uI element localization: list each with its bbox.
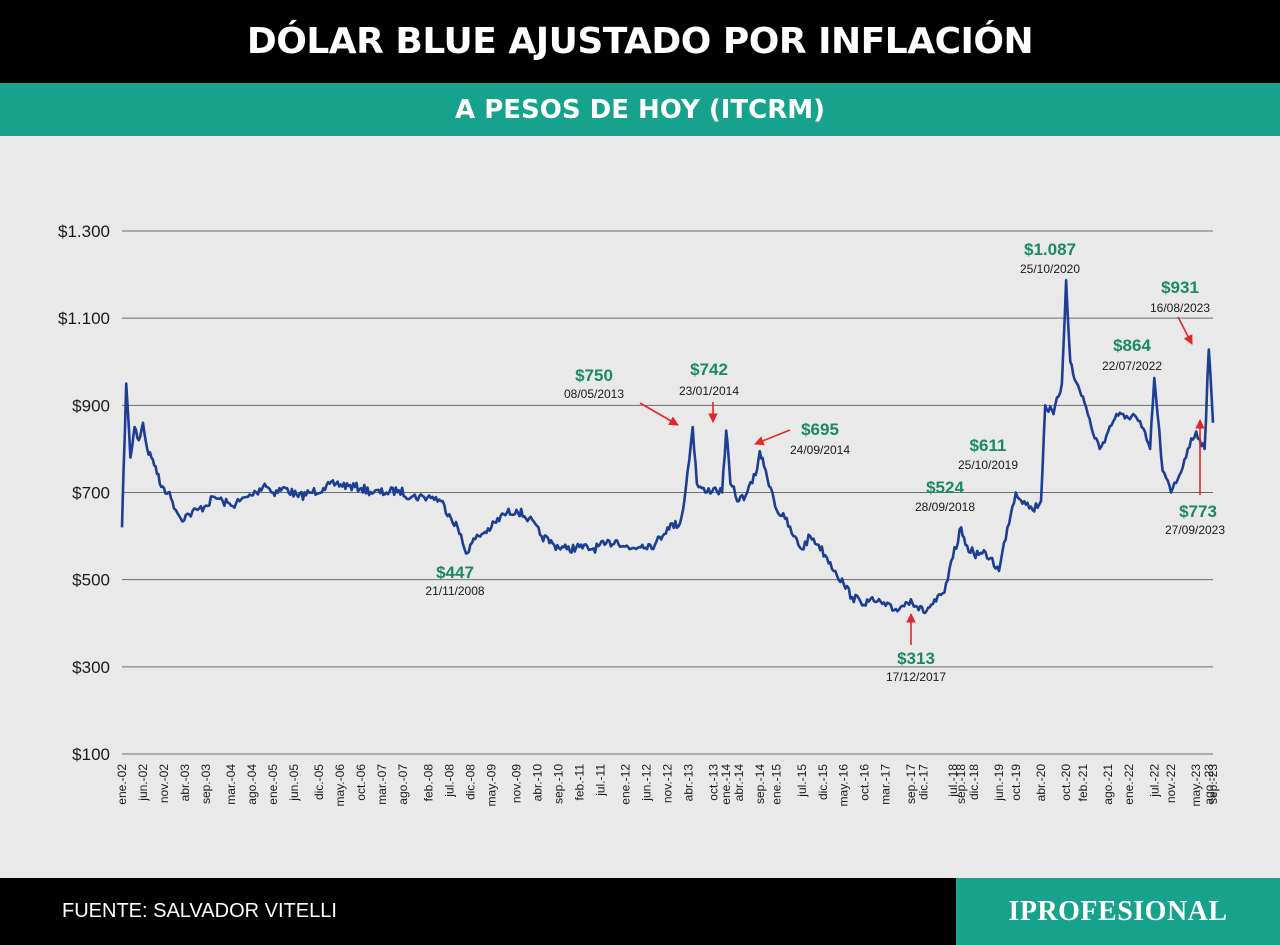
annotation-date: 22/07/2022	[1102, 359, 1162, 373]
x-tick-label: jul.-22	[1147, 764, 1161, 798]
annotation-date: 08/05/2013	[564, 387, 624, 401]
y-tick-label: $1.300	[58, 222, 110, 241]
annotation-value: $611	[970, 436, 1007, 455]
annotation-date: 17/12/2017	[886, 670, 946, 684]
x-tick-label: mar.-07	[375, 764, 389, 805]
x-tick-label: sep.-23	[1206, 764, 1220, 804]
x-tick-label: sep.-18	[954, 764, 968, 804]
x-tick-label: ago.-07	[396, 764, 410, 805]
y-tick-label: $900	[72, 396, 110, 415]
x-tick-label: ene.-12	[619, 764, 633, 805]
annotation-arrow	[754, 429, 791, 446]
x-tick-label: jul.-11	[593, 764, 607, 797]
x-tick-label: ene.-05	[266, 764, 280, 805]
x-tick-label: jun.-12	[640, 764, 654, 802]
annotation-value: $447	[436, 563, 474, 582]
annotation-date: 27/09/2023	[1165, 523, 1225, 537]
x-tick-label: nov.-22	[1164, 764, 1178, 803]
x-tick-label: abr.-10	[530, 764, 544, 802]
annotation-date: 21/11/2008	[425, 584, 484, 598]
x-tick-label: ago.-04	[245, 764, 259, 805]
x-tick-label: dic.-15	[816, 764, 830, 800]
x-tick-label: oct.-16	[858, 764, 872, 801]
x-tick-label: sep.-10	[551, 764, 565, 804]
x-tick-label: mar.-17	[879, 764, 893, 805]
x-tick-label: oct.-19	[1009, 764, 1023, 801]
annotation-value: $931	[1161, 278, 1199, 297]
annotation-value: $742	[690, 360, 728, 379]
x-tick-label: nov.-12	[661, 764, 675, 803]
x-tick-label: ago.-21	[1101, 764, 1115, 805]
x-tick-label: ene.-22	[1122, 764, 1136, 805]
x-tick-label: dic.-05	[312, 764, 326, 800]
annotation-value: $750	[575, 366, 613, 385]
x-tick-label: feb.-08	[421, 764, 435, 802]
annotation-value: $313	[897, 649, 935, 668]
annotation-value: $773	[1179, 502, 1217, 521]
y-tick-label: $100	[72, 745, 110, 764]
x-tick-label: jun.-05	[287, 764, 301, 802]
annotation-value: $1.087	[1024, 240, 1076, 259]
x-tick-label: may.-09	[484, 764, 498, 807]
x-tick-label: sep.-14	[753, 764, 767, 804]
chart-subtitle: A PESOS DE HOY (ITCRM)	[0, 83, 1280, 136]
y-tick-label: $1.100	[58, 309, 110, 328]
annotation-date: 24/09/2014	[790, 443, 850, 457]
x-tick-label: may.-06	[333, 764, 347, 807]
annotation-arrow	[639, 402, 679, 426]
x-tick-label: sep.-17	[904, 764, 918, 804]
footer: FUENTE: SALVADOR VITELLI IPROFESIONAL	[0, 878, 1280, 945]
line-chart: $100 $300 $500 $700 $900 $1.100 $1.300 ene.-02…	[58, 222, 1225, 807]
x-tick-label: abr.-13	[681, 764, 695, 802]
x-tick-label: jun.-02	[136, 764, 150, 802]
x-tick-label: oct.-20	[1059, 764, 1073, 801]
brand-logo: IPROFESIONAL	[956, 878, 1280, 945]
annotation-date: 25/10/2020	[1020, 262, 1080, 276]
y-tick-label: $700	[72, 484, 110, 503]
x-tick-label: feb.-11	[572, 764, 586, 801]
annotation-value: $524	[926, 478, 964, 497]
x-tick-label: oct.-13	[707, 764, 721, 801]
x-tick-label: ene.-02	[115, 764, 129, 805]
x-tick-label: abr.-20	[1034, 764, 1048, 802]
x-tick-label: sep.-03	[199, 764, 213, 804]
x-tick-label: jun.-19	[992, 764, 1006, 802]
x-tick-label: jul.-15	[795, 764, 809, 798]
source-note: FUENTE: SALVADOR VITELLI	[62, 900, 337, 922]
x-tick-label: abr.-14	[732, 764, 746, 802]
annotation-value: $864	[1113, 336, 1151, 355]
x-tick-label: jul.-08	[442, 764, 456, 798]
x-tick-label: nov.-09	[509, 764, 523, 803]
annotation-value: $695	[801, 420, 839, 439]
y-tick-label: $300	[72, 658, 110, 677]
annotation-date: 16/08/2023	[1150, 301, 1210, 315]
x-tick-label: dic.-08	[463, 764, 477, 800]
x-tick-label: jul.-18	[946, 764, 960, 798]
x-tick-label: ago.-23	[1202, 764, 1216, 805]
x-tick-label: dic.-17	[916, 764, 930, 800]
chart-title: DÓLAR BLUE AJUSTADO POR INFLACIÓN	[0, 0, 1280, 83]
x-tick-label: feb.-21	[1076, 764, 1090, 802]
annotation-date: 28/09/2018	[915, 500, 975, 514]
x-tick-label: may.-16	[837, 764, 851, 807]
annotation-date: 25/10/2019	[958, 458, 1018, 472]
y-tick-label: $500	[72, 571, 110, 590]
x-tick-label: oct.-06	[354, 764, 368, 801]
x-tick-label: ene.-14	[719, 764, 733, 805]
series-line	[120, 278, 1215, 615]
x-tick-label: abr.-03	[178, 764, 192, 802]
x-tick-label: mar.-04	[224, 764, 238, 805]
x-tick-label: ene.-15	[770, 764, 784, 805]
annotation-date: 23/01/2014	[679, 384, 739, 398]
x-tick-label: may.-23	[1189, 764, 1203, 807]
annotation-arrow	[1177, 316, 1193, 345]
x-tick-label: dic.-18	[967, 764, 981, 800]
x-tick-label: nov.-02	[157, 764, 171, 803]
